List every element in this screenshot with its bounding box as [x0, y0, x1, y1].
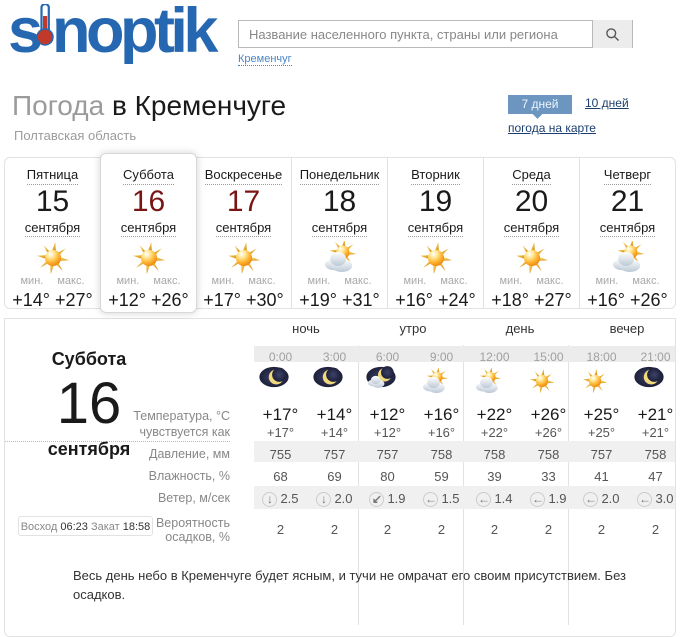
svg-text:s: s	[8, 4, 41, 64]
svg-text:noptik: noptik	[52, 4, 219, 64]
